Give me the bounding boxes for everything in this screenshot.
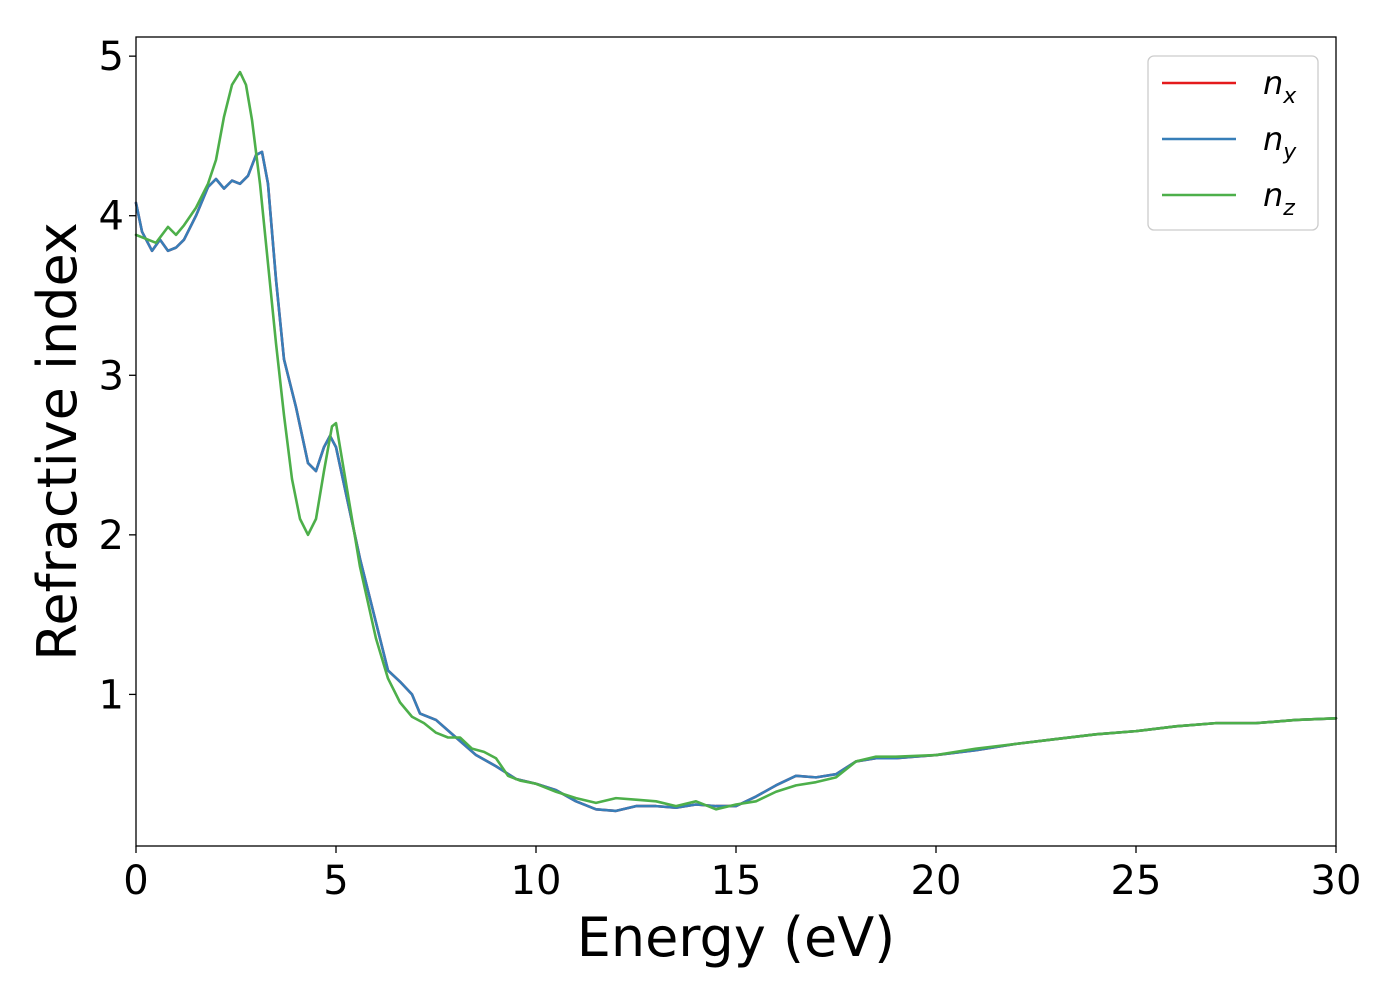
- x-tick-label: 10: [511, 858, 562, 904]
- x-axis: 0 5 10 15 20 25 30: [123, 846, 1361, 904]
- x-tick-label: 15: [711, 858, 762, 904]
- y-tick-label: 3: [99, 353, 124, 399]
- legend-label-nx: nx: [1263, 64, 1297, 109]
- x-tick-label: 0: [123, 858, 148, 904]
- x-tick-label: 25: [1111, 858, 1162, 904]
- legend-box: [1147, 55, 1319, 231]
- x-tick-label: 5: [323, 858, 348, 904]
- y-tick-label: 2: [99, 513, 124, 559]
- y-axis: 1 2 3 4 5: [99, 34, 136, 718]
- series-layer: [134, 70, 1338, 813]
- y-tick-label: 4: [99, 194, 124, 240]
- x-tick-label: 20: [911, 858, 962, 904]
- x-tick-label: 30: [1311, 858, 1362, 904]
- y-axis-title: Refractive index: [26, 222, 89, 661]
- y-tick-label: 5: [99, 34, 124, 80]
- y-tick-label: 1: [99, 672, 124, 718]
- x-axis-title: Energy (eV): [577, 906, 896, 969]
- series-line-nz: [134, 70, 1338, 811]
